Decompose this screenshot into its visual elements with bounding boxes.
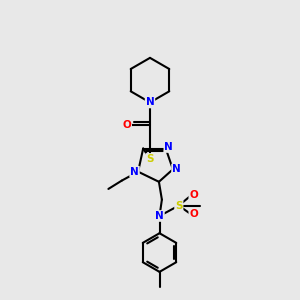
Text: N: N [130, 167, 139, 177]
Text: N: N [172, 164, 181, 174]
Text: N: N [164, 142, 173, 152]
Text: N: N [146, 98, 154, 107]
Text: O: O [189, 190, 198, 200]
Text: O: O [189, 209, 198, 220]
Text: N: N [155, 211, 164, 221]
Text: S: S [146, 154, 154, 164]
Text: S: S [175, 201, 183, 211]
Text: O: O [122, 120, 131, 130]
